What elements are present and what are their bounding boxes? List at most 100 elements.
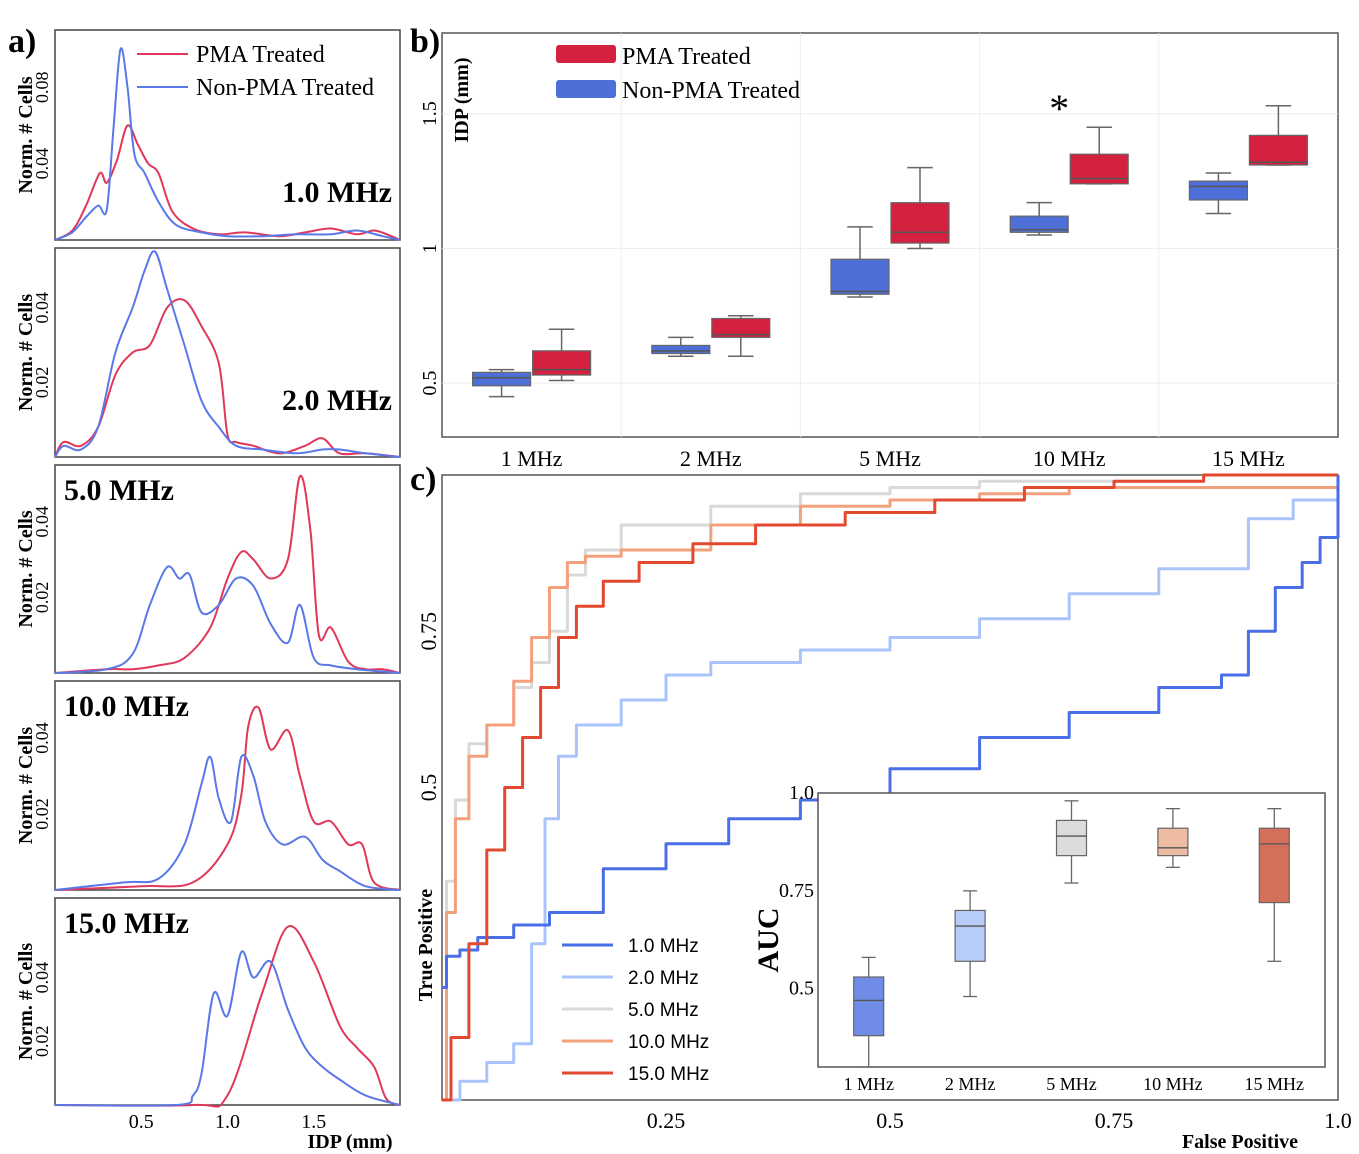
box-iqr bbox=[830, 258, 890, 295]
box-iqr bbox=[1009, 215, 1069, 233]
auc-box-15-mhz bbox=[1258, 808, 1290, 962]
auc-box-10-mhz bbox=[1157, 808, 1189, 869]
inset-y-tick-label: 1.0 bbox=[789, 782, 814, 804]
y-axis-label: True Positive bbox=[415, 889, 437, 1002]
frequency-label: 10.0 MHz bbox=[64, 690, 189, 723]
x-tick-label: 10 MHz bbox=[1033, 446, 1106, 471]
box-iqr bbox=[531, 350, 592, 376]
y-axis-label: Norm. # Cells bbox=[15, 76, 37, 193]
box-pma-treated-2-mhz bbox=[711, 315, 771, 357]
y-tick-label: 0.75 bbox=[416, 612, 441, 651]
subplot-frame bbox=[54, 897, 401, 1106]
y-tick-label: 0.04 bbox=[32, 962, 52, 994]
legend-label-1-0-mhz: 1.0 MHz bbox=[628, 936, 699, 957]
frequency-label: 2.0 MHz bbox=[282, 384, 392, 417]
subplot-frame bbox=[54, 247, 401, 458]
legend-label-2-0-mhz: 2.0 MHz bbox=[628, 968, 699, 989]
density-line-non-pma-treated-15-0-mhz bbox=[54, 950, 401, 1107]
y-axis-label: IDP (mm) bbox=[451, 58, 473, 143]
x-tick-label: 1.5 bbox=[301, 1111, 326, 1133]
inset-x-tick-label: 1 MHz bbox=[843, 1074, 894, 1094]
y-tick-label: 0.02 bbox=[32, 1026, 52, 1058]
legend-label-5-0-mhz: 5.0 MHz bbox=[628, 1000, 699, 1021]
panel-a-legend: PMA Treated Non-PMA Treated bbox=[137, 42, 374, 101]
box-iqr bbox=[1069, 153, 1129, 185]
legend-label-non-pma: Non-PMA Treated bbox=[622, 78, 800, 104]
auc-box-5-mhz bbox=[1055, 800, 1088, 884]
box-iqr bbox=[711, 317, 771, 338]
inset-y-tick-label: 0.5 bbox=[789, 978, 814, 1000]
x-tick-label: 1.0 bbox=[1324, 1108, 1352, 1133]
box-pma-treated-1-mhz bbox=[531, 328, 592, 382]
box-iqr bbox=[651, 344, 711, 355]
box-non-pma-treated-1-mhz bbox=[472, 368, 532, 398]
y-tick-label: 0.04 bbox=[32, 722, 52, 754]
density-line-pma-treated-5-0-mhz bbox=[54, 474, 401, 674]
frequency-label: 5.0 MHz bbox=[64, 474, 174, 507]
auc-box-2-mhz bbox=[954, 890, 986, 998]
x-tick-label: 0.25 bbox=[647, 1108, 686, 1133]
box-iqr bbox=[890, 202, 950, 244]
x-tick-label: 2 MHz bbox=[680, 446, 742, 471]
box-non-pma-treated-2-mhz bbox=[651, 336, 711, 357]
inset-auc: 1 MHz 2 MHz 5 MHz 10 MHz 15 MHz 0.5 0.75 1.0 AUC bbox=[752, 782, 1326, 1094]
x-tick-label: 0.5 bbox=[129, 1111, 154, 1133]
box-iqr bbox=[1248, 134, 1309, 166]
inset-x-tick-label: 15 MHz bbox=[1245, 1074, 1305, 1094]
legend-label-pma: PMA Treated bbox=[622, 44, 751, 70]
x-tick-label: 5 MHz bbox=[859, 446, 921, 471]
legend-swatch-non-pma bbox=[556, 80, 616, 98]
roc-curve-15-0-mhz bbox=[442, 473, 1338, 1102]
y-axis-label: Norm. # Cells bbox=[15, 943, 37, 1060]
y-tick-label: 0.04 bbox=[32, 506, 52, 538]
y-tick-label: 0.5 bbox=[419, 371, 441, 396]
box-non-pma-treated-5-mhz bbox=[830, 226, 890, 298]
box-iqr bbox=[1157, 827, 1189, 857]
significance-marker: * bbox=[1049, 86, 1069, 131]
panel-c-legend: 1.0 MHz 2.0 MHz 5.0 MHz 10.0 MHz 15.0 MHz bbox=[562, 936, 709, 1085]
density-line-non-pma-treated-2-0-mhz bbox=[54, 250, 401, 458]
x-tick-label: 1 MHz bbox=[501, 446, 563, 471]
y-tick-label: 0.04 bbox=[32, 148, 52, 180]
y-tick-label: 1.5 bbox=[419, 101, 441, 126]
density-line-non-pma-treated-1-0-mhz bbox=[54, 47, 401, 241]
box-iqr bbox=[1188, 180, 1249, 201]
x-axis-label: False Positive bbox=[1182, 1131, 1298, 1153]
y-tick-label: 0.08 bbox=[32, 72, 52, 104]
roc-curve-2-0-mhz bbox=[442, 475, 1340, 1102]
density-line-non-pma-treated-10-0-mhz bbox=[54, 754, 401, 891]
panel-c-label: c) bbox=[410, 461, 436, 498]
density-line-pma-treated-10-0-mhz bbox=[54, 705, 401, 891]
inset-y-tick-label: 0.75 bbox=[779, 880, 814, 902]
density-line-pma-treated-1-0-mhz bbox=[54, 124, 401, 241]
legend-label-pma: PMA Treated bbox=[196, 42, 325, 68]
y-tick-label: 0.5 bbox=[416, 774, 441, 802]
y-tick-label: 1 bbox=[419, 243, 441, 253]
box-pma-treated-10-mhz bbox=[1069, 126, 1129, 185]
legend-label-15-0-mhz: 15.0 MHz bbox=[628, 1064, 709, 1085]
y-axis-label: Norm. # Cells bbox=[15, 294, 37, 411]
frequency-label: 15.0 MHz bbox=[64, 907, 189, 940]
inset-x-tick-label: 10 MHz bbox=[1143, 1074, 1203, 1094]
x-tick-label: 0.5 bbox=[876, 1108, 904, 1133]
box-iqr bbox=[954, 909, 986, 962]
inset-x-tick-label: 5 MHz bbox=[1046, 1074, 1097, 1094]
panel-b-frame bbox=[441, 32, 1339, 438]
y-tick-label: 0.02 bbox=[32, 582, 52, 614]
box-non-pma-treated-10-mhz bbox=[1009, 201, 1069, 236]
frequency-label: 1.0 MHz bbox=[282, 176, 392, 209]
x-tick-label: 1.0 bbox=[215, 1111, 240, 1133]
x-tick-label: 0.75 bbox=[1095, 1108, 1134, 1133]
y-tick-label: 0.02 bbox=[32, 798, 52, 830]
density-line-non-pma-treated-5-0-mhz bbox=[54, 565, 401, 674]
box-iqr bbox=[853, 976, 885, 1037]
x-tick-label: 15 MHz bbox=[1212, 446, 1285, 471]
box-pma-treated-5-mhz bbox=[890, 166, 950, 250]
panel-b-label: b) bbox=[410, 23, 440, 60]
subplot-frame bbox=[54, 680, 401, 891]
